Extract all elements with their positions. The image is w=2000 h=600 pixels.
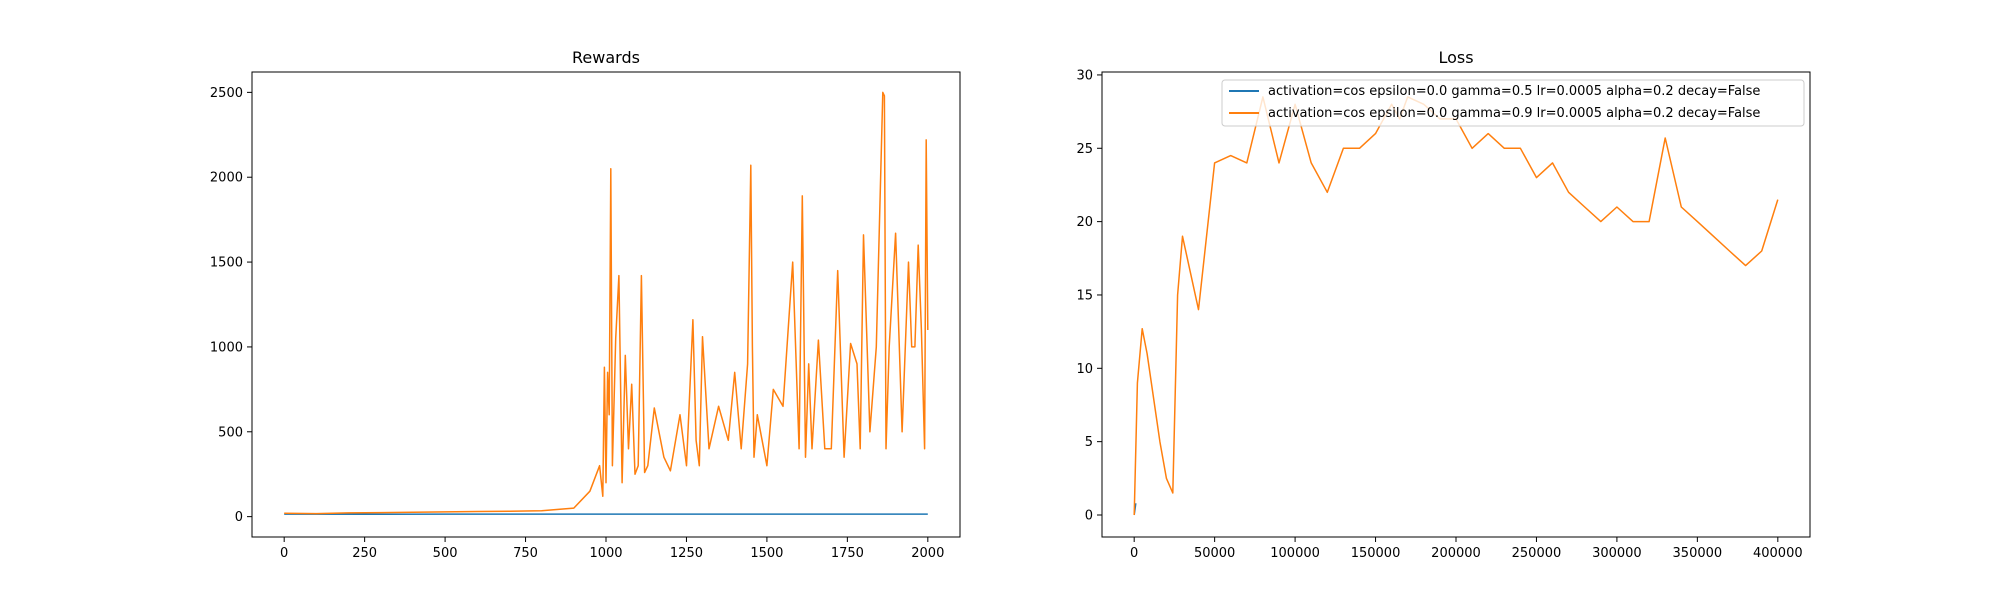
legend-box — [1221, 79, 1805, 127]
y-tick-label: 2500 — [210, 86, 243, 101]
loss-ticks-group: 0 50000 100000 150000 200000 250000 300000 3500… — [1076, 68, 1802, 561]
y-tick-label: 10 — [1076, 362, 1093, 377]
y-tick-label: 0 — [235, 510, 243, 525]
x-tick-label: 400000 — [1753, 546, 1803, 561]
y-tick-label: 15 — [1076, 288, 1093, 303]
y-tick-label: 0 — [1085, 508, 1093, 523]
loss-chart: Loss 0 50000 100000 150000 200000 250000 30000… — [1076, 48, 1811, 561]
x-tick-label: 1000 — [589, 546, 622, 561]
y-tick-label: 2000 — [210, 171, 243, 186]
y-tick-label: 500 — [218, 425, 243, 440]
x-tick-label: 0 — [1130, 546, 1138, 561]
x-tick-label: 1500 — [750, 546, 783, 561]
y-tick-label: 1000 — [210, 340, 243, 355]
x-tick-label: 2000 — [911, 546, 944, 561]
x-tick-label: 200000 — [1431, 546, 1481, 561]
x-tick-label: 250000 — [1512, 546, 1562, 561]
y-tick-label: 20 — [1076, 215, 1093, 230]
legend-label-1: activation=cos epsilon=0.0 gamma=0.5 lr=… — [1268, 84, 1760, 99]
x-tick-label: 1250 — [670, 546, 703, 561]
x-tick-label: 1750 — [831, 546, 864, 561]
legend-label-2: activation=cos epsilon=0.0 gamma=0.9 lr=… — [1268, 106, 1760, 121]
x-tick-label: 350000 — [1673, 546, 1723, 561]
y-tick-label: 25 — [1076, 142, 1093, 157]
x-tick-label: 100000 — [1270, 546, 1320, 561]
x-tick-label: 150000 — [1351, 546, 1401, 561]
loss-title: Loss — [1438, 48, 1473, 67]
rewards-chart: Rewards 0 250 500 750 1000 1250 1500 1750 2000 0 5… — [210, 48, 961, 561]
y-tick-label: 1500 — [210, 256, 243, 271]
x-tick-label: 750 — [513, 546, 538, 561]
x-tick-label: 0 — [280, 546, 288, 561]
rewards-title: Rewards — [572, 48, 640, 67]
loss-axes-frame — [1101, 71, 1811, 538]
series-line-2 — [284, 91, 929, 515]
x-tick-label: 50000 — [1194, 546, 1235, 561]
rewards-ticks-group: 0 250 500 750 1000 1250 1500 1750 2000 0 500 1000 15… — [210, 86, 944, 561]
rewards-series-group — [284, 91, 929, 516]
y-tick-label: 30 — [1076, 68, 1093, 83]
y-tick-label: 5 — [1085, 435, 1093, 450]
x-tick-label: 500 — [433, 546, 458, 561]
x-tick-label: 300000 — [1592, 546, 1642, 561]
loss-legend: activation=cos epsilon=0.0 gamma=0.5 lr=… — [1221, 79, 1805, 127]
rewards-axes-frame — [251, 71, 961, 538]
x-tick-label: 250 — [352, 546, 377, 561]
